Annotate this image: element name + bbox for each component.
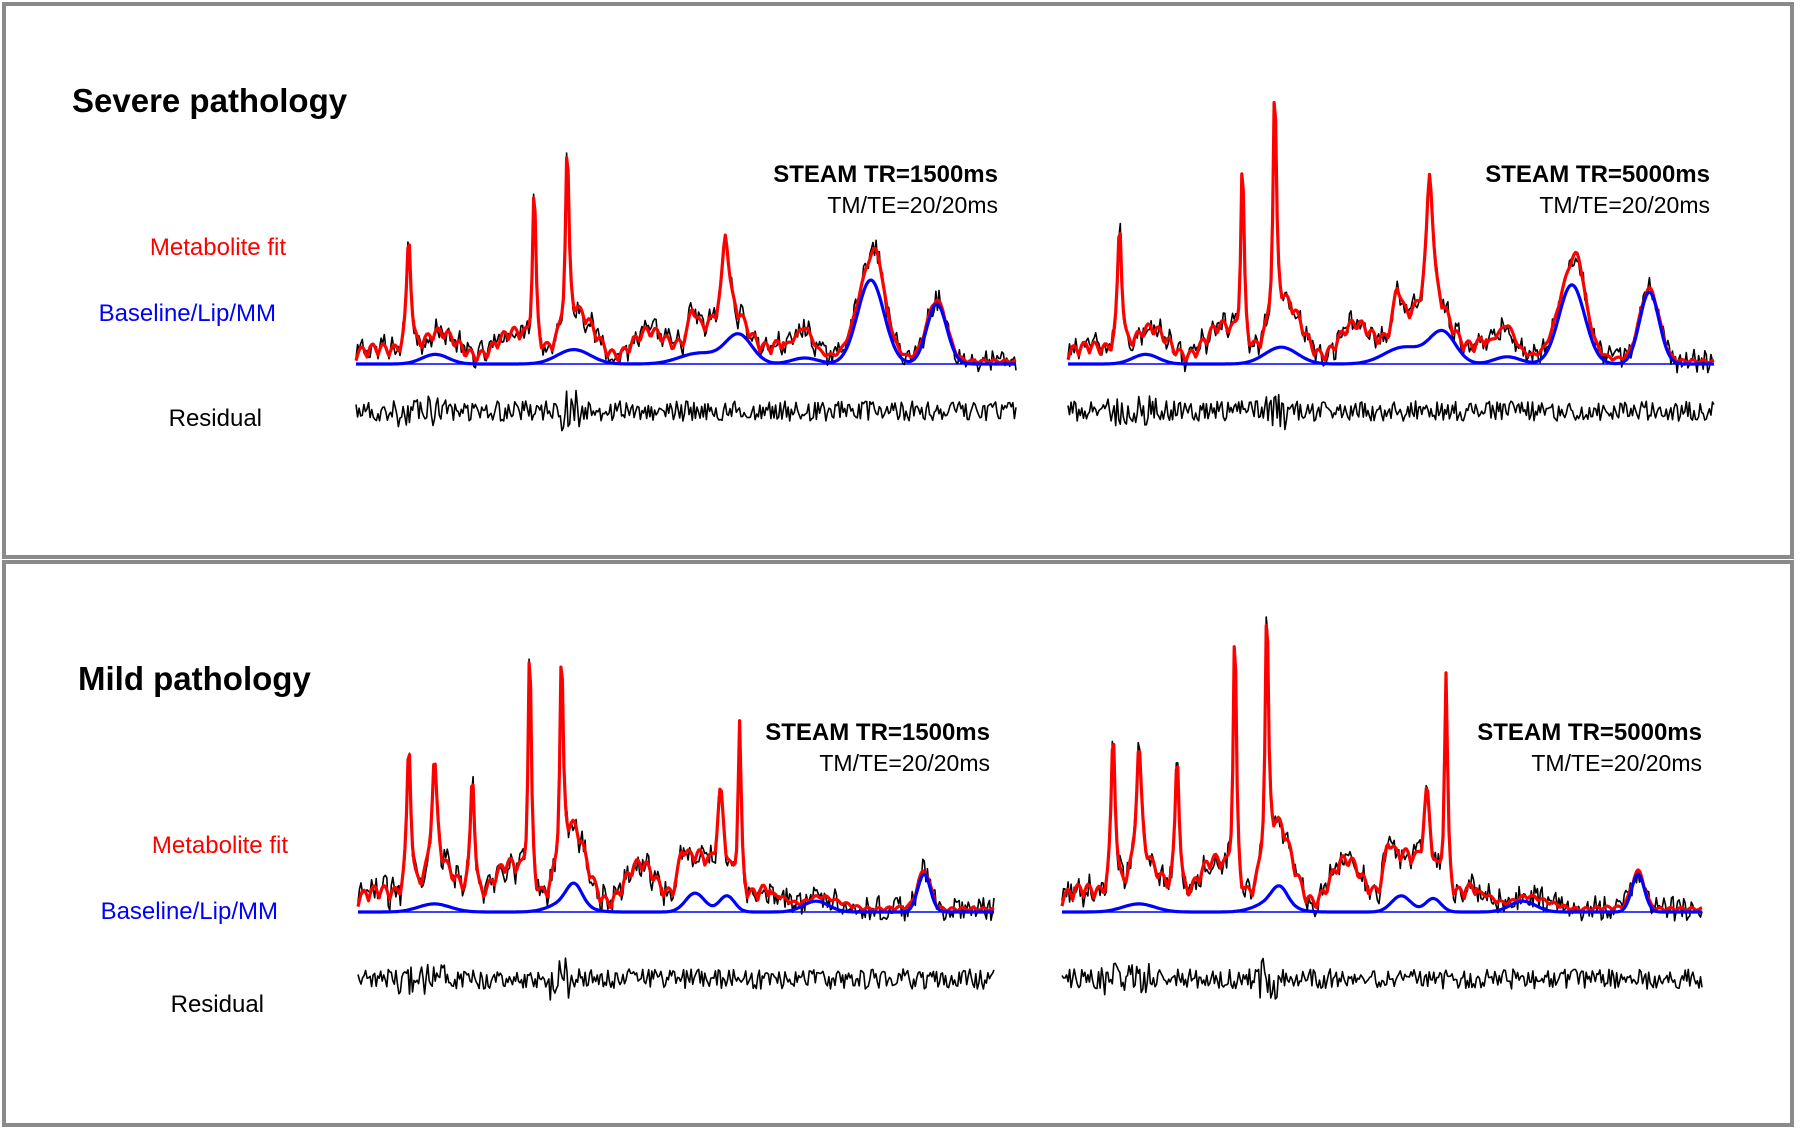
timing-label: TM/TE=20/20ms bbox=[827, 192, 998, 218]
timing-label: TM/TE=20/20ms bbox=[1539, 192, 1710, 218]
panel-mild: Mild pathology Metabolite fit Baseline/L… bbox=[2, 560, 1794, 1127]
baseline-series bbox=[1061, 872, 1703, 914]
legend-residual: Residual bbox=[170, 991, 264, 1018]
spectrum-header: STEAM TR=1500ms TM/TE=20/20ms bbox=[773, 160, 998, 220]
residual-series bbox=[355, 389, 1017, 432]
legend-baseline: Baseline/Lip/MM bbox=[100, 898, 278, 925]
residual-plot bbox=[357, 957, 995, 1001]
sequence-label: STEAM TR=1500ms bbox=[765, 719, 990, 746]
residual-plot bbox=[1061, 957, 1703, 1000]
panel-severe: Severe pathology Metabolite fit Baseline… bbox=[2, 2, 1794, 559]
residual-plot bbox=[1067, 393, 1715, 431]
baseline-series bbox=[356, 278, 1016, 366]
spectrum-header: STEAM TR=5000ms TM/TE=20/20ms bbox=[1477, 718, 1702, 778]
metabolite-fit-series bbox=[356, 661, 995, 914]
spectrum-plot bbox=[1060, 616, 1703, 922]
spectrum-header: STEAM TR=5000ms TM/TE=20/20ms bbox=[1485, 160, 1710, 220]
legend-baseline: Baseline/Lip/MM bbox=[98, 300, 276, 327]
timing-label: TM/TE=20/20ms bbox=[1531, 750, 1702, 776]
baseline-series bbox=[1067, 283, 1715, 366]
sequence-label: STEAM TR=5000ms bbox=[1477, 719, 1702, 746]
spectrum-plot bbox=[356, 658, 995, 922]
legend-metabolite-fit: Metabolite fit bbox=[151, 832, 288, 859]
metabolite-fit-series bbox=[1060, 624, 1703, 913]
sequence-label: STEAM TR=1500ms bbox=[773, 161, 998, 188]
panel-title: Severe pathology bbox=[72, 82, 348, 119]
baseline-series bbox=[357, 872, 995, 914]
legend-residual: Residual bbox=[168, 405, 262, 432]
spectrum-plot bbox=[354, 152, 1017, 373]
panel-title: Mild pathology bbox=[78, 660, 311, 697]
spectrum-plot bbox=[1066, 100, 1715, 374]
spectrum-header: STEAM TR=1500ms TM/TE=20/20ms bbox=[765, 718, 990, 778]
timing-label: TM/TE=20/20ms bbox=[819, 750, 990, 776]
sequence-label: STEAM TR=5000ms bbox=[1485, 161, 1710, 188]
residual-series bbox=[357, 957, 995, 1001]
residual-series bbox=[1061, 957, 1703, 1000]
legend-metabolite-fit: Metabolite fit bbox=[149, 234, 286, 261]
metabolite-fit-series bbox=[1066, 100, 1715, 365]
residual-series bbox=[1067, 393, 1715, 431]
data-series bbox=[1067, 110, 1715, 374]
residual-plot bbox=[355, 389, 1017, 432]
metabolite-fit-series bbox=[354, 156, 1017, 365]
